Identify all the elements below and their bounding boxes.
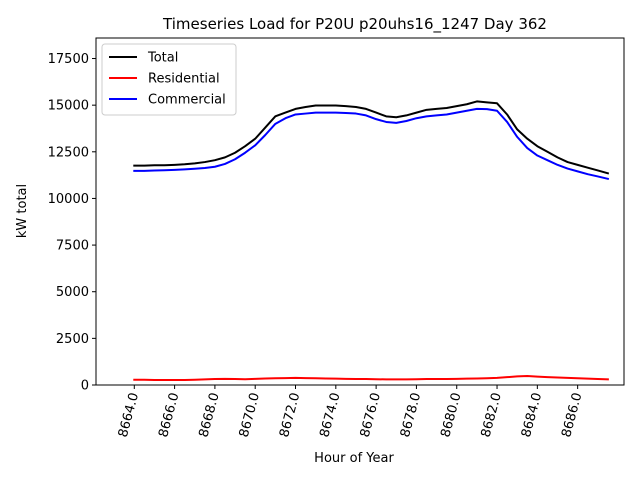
- legend: Total Residential Commercial: [101, 43, 237, 116]
- y-tick-label: 10000: [48, 192, 89, 207]
- series-line-residential: [133, 375, 609, 381]
- y-tick-label: 7500: [56, 239, 89, 254]
- y-axis: 0 2500 5000 7500 10000 12500 15000 17500: [48, 52, 96, 394]
- y-tick-label: 0: [81, 379, 89, 394]
- x-axis-label: Hour of Year: [314, 451, 394, 466]
- legend-label-residential: Residential: [148, 72, 220, 87]
- chart-title: Timeseries Load for P20U p20uhs16_1247 D…: [162, 15, 547, 34]
- y-tick-label: 17500: [48, 52, 89, 67]
- series-line-total: [133, 100, 610, 175]
- y-tick-label: 5000: [56, 285, 89, 300]
- series-line-commercial: [133, 107, 610, 181]
- y-tick-label: 12500: [48, 145, 89, 160]
- y-tick-label: 2500: [56, 332, 89, 347]
- legend-label-total: Total: [147, 51, 178, 66]
- y-tick-label: 15000: [48, 99, 89, 114]
- y-axis-label: kW total: [15, 184, 30, 238]
- legend-box: [101, 43, 237, 116]
- legend-label-commercial: Commercial: [148, 93, 226, 108]
- series-layer: [133, 100, 610, 381]
